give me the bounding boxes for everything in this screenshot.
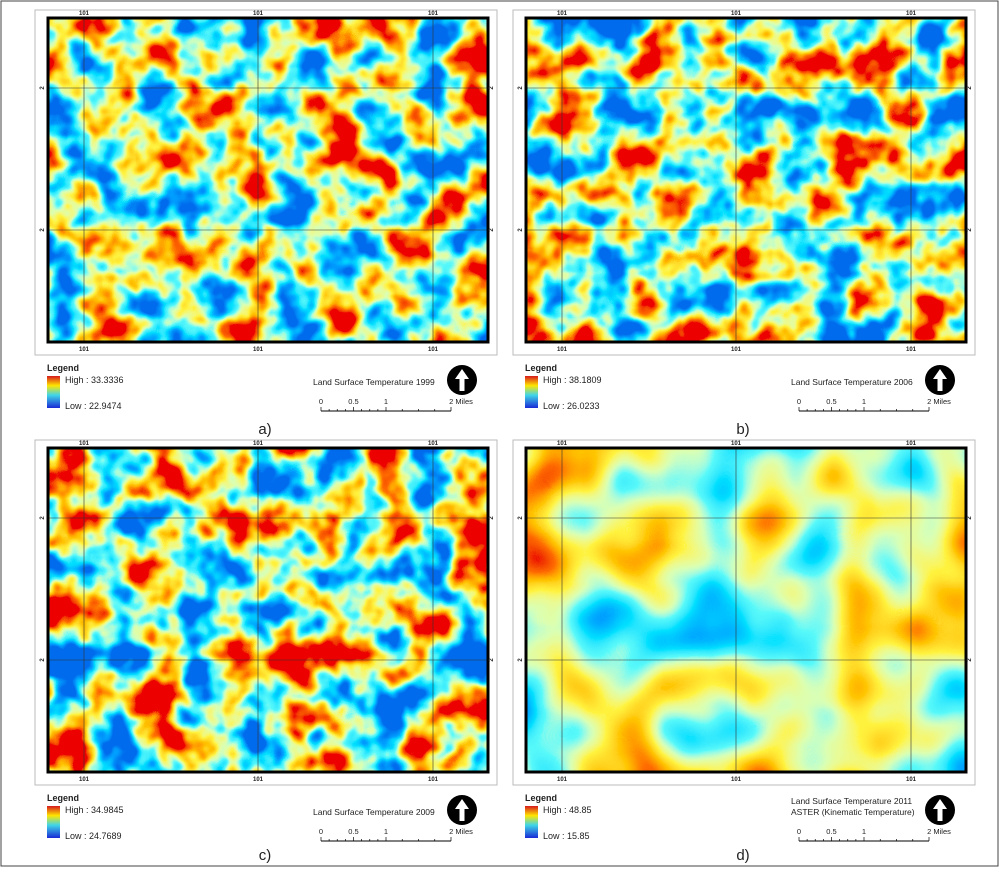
legend-colorbar — [47, 806, 60, 838]
legend-high: High : 48.85 — [543, 805, 592, 815]
lst-raster — [48, 448, 488, 772]
graticule-label: 101 — [731, 11, 742, 17]
graticule-label: 101 — [731, 777, 742, 783]
panel-label: d) — [736, 847, 749, 864]
graticule-label: 101 — [428, 347, 439, 353]
scale-label: 2 Miles — [927, 827, 951, 836]
scale-label: 1 — [862, 397, 866, 406]
panel-label: a) — [258, 421, 271, 438]
graticule-label: 101 — [428, 441, 439, 447]
map-title: Land Surface Temperature 2011 — [791, 796, 912, 806]
graticule-label: 101 — [731, 441, 742, 447]
lst-raster — [526, 18, 966, 342]
scale-label: 0.5 — [826, 397, 836, 406]
legend-title: Legend — [525, 793, 557, 803]
scale-label: 1 — [384, 397, 388, 406]
scale-label: 2 Miles — [449, 397, 473, 406]
scale-label: 0 — [797, 397, 801, 406]
graticule-label: 101 — [731, 347, 742, 353]
map-title: ASTER (Kinematic Temperature) — [791, 807, 915, 817]
graticule-label: 101 — [253, 441, 264, 447]
scale-label: 0 — [319, 827, 323, 836]
legend-low: Low : 22.9474 — [65, 401, 122, 411]
legend-colorbar — [525, 376, 538, 408]
graticule-label: 101 — [428, 11, 439, 17]
legend-high: High : 33.3336 — [65, 375, 124, 385]
scale-label: 1 — [384, 827, 388, 836]
graticule-label: 101 — [253, 777, 264, 783]
graticule-label: 101 — [557, 441, 568, 447]
legend-low: Low : 24.7689 — [65, 831, 122, 841]
graticule-label: 101 — [253, 347, 264, 353]
scale-label: 1 — [862, 827, 866, 836]
scale-label: 0.5 — [348, 397, 358, 406]
graticule-label: 101 — [79, 441, 90, 447]
legend-low: Low : 15.85 — [543, 831, 590, 841]
graticule-label: 101 — [79, 11, 90, 17]
legend-title: Legend — [47, 793, 79, 803]
scale-label: 0 — [797, 827, 801, 836]
graticule-label: 101 — [79, 347, 90, 353]
graticule-label: 101 — [428, 777, 439, 783]
graticule-label: 101 — [906, 441, 917, 447]
map-title: Land Surface Temperature 2006 — [791, 377, 913, 387]
graticule-label: 101 — [557, 347, 568, 353]
graticule-label: 101 — [79, 777, 90, 783]
map-title: Land Surface Temperature 2009 — [313, 807, 435, 817]
legend-low: Low : 26.0233 — [543, 401, 600, 411]
panel-label: b) — [736, 421, 749, 438]
scale-label: 0 — [319, 397, 323, 406]
graticule-label: 101 — [906, 777, 917, 783]
scale-label: 0.5 — [348, 827, 358, 836]
map-title: Land Surface Temperature 1999 — [313, 377, 435, 387]
scale-label: 0.5 — [826, 827, 836, 836]
legend-colorbar — [47, 376, 60, 408]
scale-label: 2 Miles — [927, 397, 951, 406]
panel-label: c) — [259, 847, 272, 864]
legend-title: Legend — [47, 363, 79, 373]
lst-raster — [48, 18, 488, 342]
lst-raster — [526, 448, 966, 772]
legend-high: High : 34.9845 — [65, 805, 124, 815]
figure: 1011011011011011012222LegendHigh : 33.33… — [0, 0, 999, 867]
legend-title: Legend — [525, 363, 557, 373]
graticule-label: 101 — [906, 11, 917, 17]
graticule-label: 101 — [557, 777, 568, 783]
legend-colorbar — [525, 806, 538, 838]
graticule-label: 101 — [557, 11, 568, 17]
graticule-label: 101 — [906, 347, 917, 353]
graticule-label: 101 — [253, 11, 264, 17]
scale-label: 2 Miles — [449, 827, 473, 836]
legend-high: High : 38.1809 — [543, 375, 602, 385]
